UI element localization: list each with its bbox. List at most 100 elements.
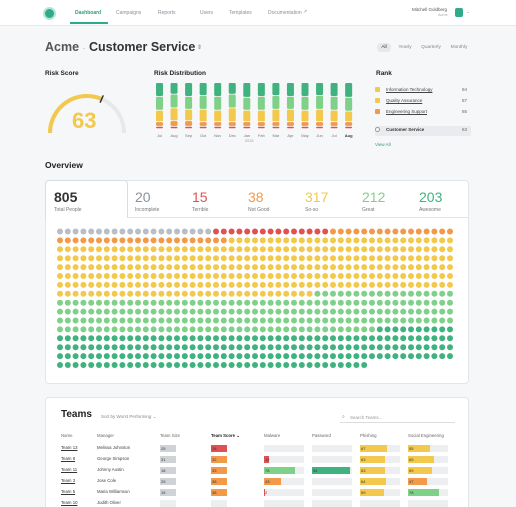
person-dot	[103, 317, 110, 324]
view-all-link[interactable]: View All	[375, 142, 391, 147]
dist-bar-segment	[156, 122, 163, 126]
stat-not-good-value[interactable]: 38	[248, 189, 264, 205]
nav-templates[interactable]: Templates	[229, 10, 252, 16]
person-dot	[57, 299, 63, 306]
person-dot	[298, 290, 305, 297]
nav-documentation[interactable]: Documentation	[268, 10, 302, 16]
dist-bar-segment	[185, 96, 193, 109]
stat-terrible-label[interactable]: Terrible	[192, 207, 209, 213]
month-label: Mar	[272, 133, 280, 138]
person-dot	[96, 264, 102, 271]
table-row[interactable]: Team 8 George Simpson 31 32 12 63 65	[58, 455, 458, 465]
stat-great-label[interactable]: Great	[362, 207, 375, 213]
person-dot	[439, 308, 446, 315]
rank-row[interactable]: Information Technology 94	[375, 86, 471, 96]
person-dot	[283, 237, 290, 244]
dist-bar-segment	[301, 122, 309, 126]
dist-bar-segment	[214, 126, 222, 129]
col-password[interactable]: Password	[312, 433, 331, 438]
stat-so-so-label[interactable]: So-so	[305, 207, 319, 213]
team-search[interactable]: ⌕ Search Teams...	[340, 414, 455, 423]
user-name[interactable]: Mitchell Goldberg	[412, 7, 448, 12]
department-switcher-icon[interactable]: ⇕	[197, 45, 203, 51]
stat-terrible-value[interactable]: 15	[192, 189, 208, 205]
chevron-down-icon[interactable]: ⌄	[466, 9, 471, 15]
sort-dropdown[interactable]: Sort by Worst Performing ⌄	[101, 414, 157, 419]
person-dot	[197, 326, 204, 333]
team-name-link[interactable]: Team 8	[61, 456, 76, 461]
col-team-size[interactable]: Team Size	[160, 433, 181, 438]
person-dot	[236, 281, 243, 288]
rank-row[interactable]: Engineering Support 85	[375, 108, 471, 118]
team-name-link[interactable]: Team 10	[61, 500, 78, 505]
avatar[interactable]	[455, 8, 463, 17]
rank-label[interactable]: Engineering Support	[386, 109, 428, 114]
person-dot	[174, 344, 180, 351]
person-dot	[213, 308, 219, 315]
rank-label[interactable]: Information Technology	[386, 87, 433, 92]
stat-total-value[interactable]: 805	[54, 189, 78, 205]
period-quarterly[interactable]: Quarterly	[421, 45, 441, 50]
person-dot	[88, 344, 95, 351]
person-dot	[135, 353, 141, 360]
table-row[interactable]: Team 11 Johnny Austin 18 33 78 94 63 59	[58, 466, 458, 476]
period-yearly[interactable]: Yearly	[398, 45, 412, 50]
person-dot	[267, 344, 274, 351]
stat-awesome-value[interactable]: 203	[419, 189, 443, 205]
dist-bar-segment	[316, 126, 324, 129]
col-name[interactable]: Name	[61, 433, 73, 438]
team-name-link[interactable]: Team 3	[61, 478, 76, 483]
nav-dashboard[interactable]: Dashboard	[75, 10, 102, 16]
person-dot	[158, 335, 165, 342]
trophy-icon	[375, 87, 380, 92]
table-row[interactable]: Team 3 Jose Cole 25 38 43 64 47	[58, 477, 458, 487]
search-input[interactable]: Search Teams...	[350, 415, 383, 420]
rank-row[interactable]: Quality Assurance 87	[375, 97, 471, 107]
person-dot	[205, 308, 212, 315]
stat-total-label[interactable]: Total People	[54, 207, 82, 213]
app-logo-icon[interactable]	[43, 7, 56, 20]
person-dot	[447, 308, 453, 315]
person-dot	[142, 344, 149, 351]
nav-users[interactable]: Users	[200, 10, 214, 16]
person-dot	[369, 273, 375, 279]
period-all[interactable]: All	[377, 43, 391, 52]
malware-cell	[264, 445, 304, 452]
dist-bar-segment	[330, 96, 338, 110]
person-dot	[197, 290, 204, 297]
col-manager[interactable]: Manager	[97, 433, 114, 438]
stat-so-so-value[interactable]: 317	[305, 189, 329, 205]
person-dot	[181, 326, 188, 333]
team-name-link[interactable]: Team 5	[61, 489, 76, 494]
person-dot	[291, 290, 297, 297]
col-team-score[interactable]: Team Score ⌄	[211, 433, 240, 438]
col-social-engineering[interactable]: Social Engineering	[408, 433, 444, 438]
col-phishing[interactable]: Phishing	[360, 433, 377, 438]
person-dot	[337, 255, 344, 262]
person-dot	[330, 326, 336, 333]
nav-reports[interactable]: Reports	[158, 10, 176, 16]
table-row[interactable]: Team 5 Maria Williamson 15 38 2 59 78	[58, 488, 458, 498]
table-row[interactable]: Team 10 Judith Oliver	[58, 499, 458, 507]
person-dot	[259, 326, 266, 333]
nav-campaigns[interactable]: Campaigns	[116, 10, 142, 16]
person-dot	[220, 299, 227, 306]
period-monthly[interactable]: Monthly	[450, 45, 468, 50]
table-row[interactable]: Team 13 Melissa Johnston 25 28 67 55	[58, 444, 458, 454]
person-dot	[64, 308, 71, 315]
person-dot	[337, 281, 344, 288]
team-name-link[interactable]: Team 11	[61, 467, 78, 472]
col-malware[interactable]: Malware	[264, 433, 281, 438]
stat-great-value[interactable]: 212	[362, 189, 386, 205]
stat-awesome-label[interactable]: Awesome	[419, 207, 441, 213]
tab-total-people[interactable]	[45, 180, 128, 218]
rank-label[interactable]: Quality Assurance	[386, 98, 423, 103]
person-dot	[423, 344, 430, 351]
stat-incomplete-value[interactable]: 20	[135, 189, 151, 205]
team-name-link[interactable]: Team 13	[61, 445, 78, 450]
person-dot	[205, 281, 212, 288]
stat-incomplete-label[interactable]: Incomplete	[135, 207, 160, 213]
stat-not-good-label[interactable]: Not Good	[248, 207, 270, 213]
person-dot	[306, 281, 313, 288]
person-dot	[330, 273, 336, 279]
